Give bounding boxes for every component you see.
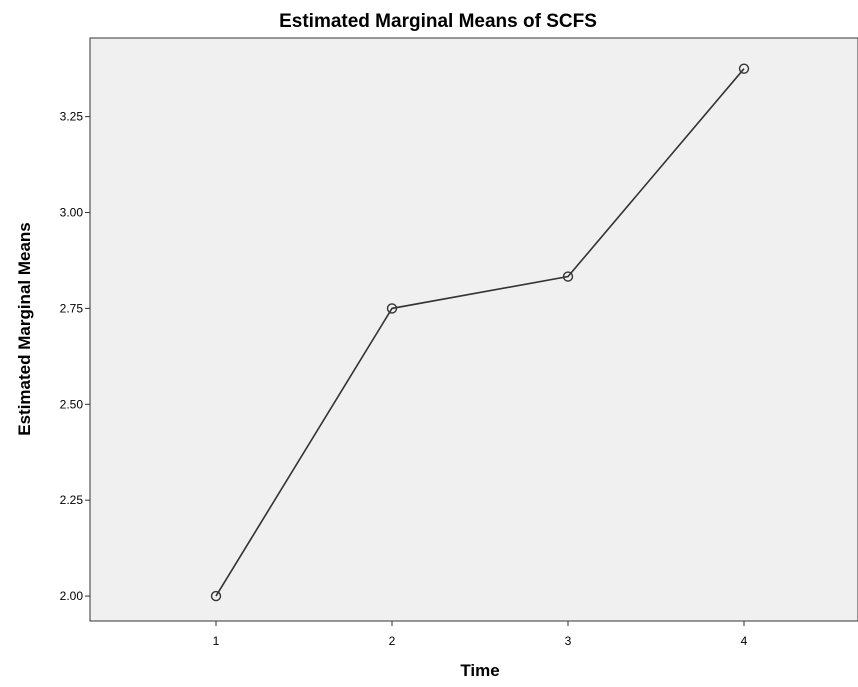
y-axis: 2.00 2.25 2.50 2.75 3.00 3.25 — [60, 110, 90, 603]
series-line — [215, 68, 745, 597]
data-point-marker — [738, 63, 750, 74]
series-group — [210, 63, 750, 602]
y-tick-label: 3.00 — [60, 206, 84, 220]
data-point-marker — [386, 303, 398, 314]
y-axis-label: Estimated Marginal Means — [15, 222, 34, 436]
y-tick-label: 2.50 — [60, 397, 84, 411]
y-tick-label: 2.00 — [60, 589, 84, 603]
x-tick-label: 3 — [565, 634, 572, 648]
data-point-marker — [562, 271, 574, 282]
x-axis: 1 2 3 4 — [213, 621, 748, 648]
x-tick-label: 1 — [213, 634, 220, 648]
data-point-marker — [210, 590, 222, 602]
y-tick-label: 3.25 — [60, 110, 84, 124]
y-tick-label: 2.75 — [60, 301, 84, 315]
x-tick-label: 2 — [389, 634, 396, 648]
chart-title: Estimated Marginal Means of SCFS — [279, 11, 597, 32]
y-tick-label: 2.25 — [60, 493, 84, 507]
plot-area — [89, 37, 858, 622]
x-tick-label: 4 — [741, 634, 748, 648]
x-axis-label: Time — [460, 661, 499, 680]
